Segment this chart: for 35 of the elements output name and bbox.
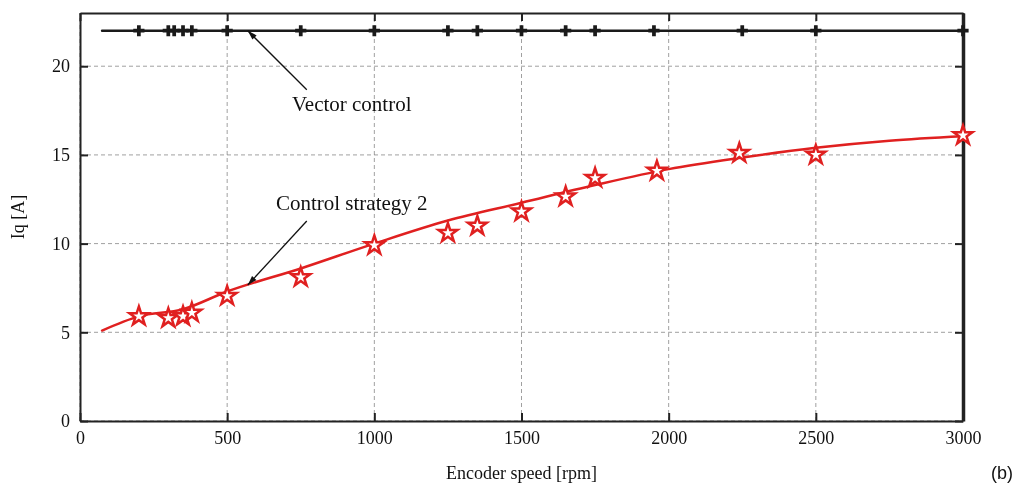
point (560, 25, 572, 37)
x-tick-label: 1500 (504, 427, 540, 448)
y-tick-label: 5 (61, 322, 70, 343)
y-axis-title: Iq [A] (8, 194, 28, 240)
point (589, 25, 601, 37)
y-tick-label: 15 (52, 145, 70, 166)
point (464, 214, 491, 238)
x-tick-label: 2000 (651, 427, 688, 448)
point (736, 25, 748, 37)
y-tick-label: 10 (52, 233, 70, 254)
point (471, 25, 483, 37)
point (552, 183, 579, 208)
x-tick-label: 500 (214, 427, 242, 448)
series-label: Control strategy 2 (275, 190, 428, 215)
point (186, 25, 198, 37)
point (221, 25, 233, 37)
point (368, 25, 380, 37)
text: Vector control (292, 91, 412, 116)
x-tick-label: 2500 (798, 427, 835, 448)
point (810, 25, 822, 37)
x-tick-label: 0 (76, 427, 85, 448)
x-tick-label: 1000 (356, 427, 393, 448)
y-tick-label: 0 (61, 411, 70, 432)
point (957, 25, 969, 37)
text: (b) (991, 463, 1013, 483)
point (803, 141, 829, 167)
x-axis-title: Encoder speed [rpm] (446, 463, 597, 483)
y-tick-label: 20 (52, 56, 70, 77)
point (295, 25, 307, 37)
point (133, 25, 145, 37)
point (515, 25, 528, 37)
x-tick-label: 3000 (945, 427, 982, 448)
point (508, 198, 535, 223)
point (442, 25, 454, 37)
point (648, 25, 660, 37)
